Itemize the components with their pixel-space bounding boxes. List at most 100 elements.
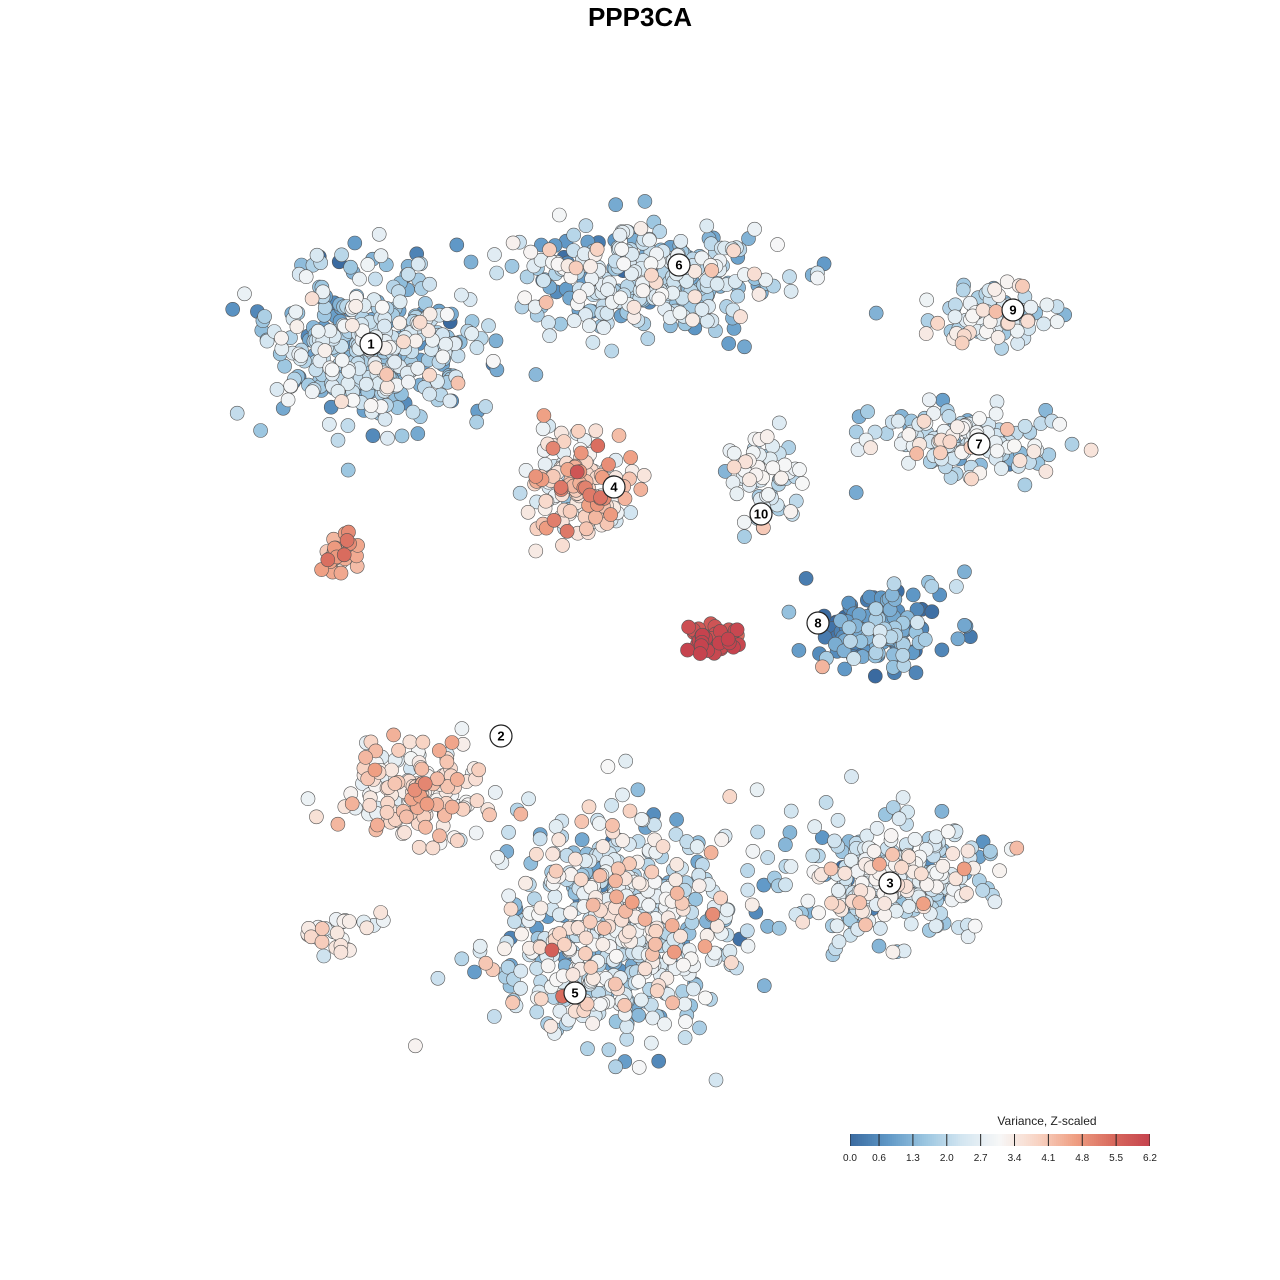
data-point (596, 320, 612, 335)
data-point (624, 894, 640, 910)
data-point (631, 1060, 647, 1075)
data-point (562, 503, 578, 519)
data-point (714, 832, 730, 847)
data-point (848, 485, 864, 500)
data-point (635, 283, 651, 299)
data-point (309, 809, 324, 825)
data-point (405, 404, 421, 420)
data-point (340, 418, 356, 433)
data-point (636, 468, 652, 483)
legend-color-segment (1086, 1134, 1089, 1146)
data-point (394, 428, 410, 444)
data-point (536, 273, 551, 288)
legend-color-segment (968, 1134, 971, 1146)
data-point (664, 918, 680, 933)
data-point (478, 955, 494, 971)
data-point (740, 882, 756, 898)
cluster-label-text: 10 (754, 507, 768, 522)
legend-color-segment (1000, 1134, 1003, 1146)
legend-tick-label: 2.0 (939, 1153, 954, 1164)
legend-color-segment (888, 1134, 891, 1146)
data-point (392, 315, 407, 331)
data-point (686, 981, 701, 997)
data-point (975, 302, 991, 318)
data-point (783, 283, 799, 299)
data-point (942, 434, 958, 450)
data-point (774, 470, 789, 486)
data-point (334, 247, 349, 263)
cluster-label-text: 9 (1009, 303, 1016, 318)
cluster-label-text: 1 (367, 337, 374, 352)
data-point (422, 306, 438, 322)
data-point (890, 413, 906, 429)
data-point (541, 315, 556, 330)
points-layer (225, 194, 1099, 1088)
cluster-labels-layer: 1 2 3 4 5 6 7 8 9 10 (359, 253, 1025, 1005)
legend-color-segment (1104, 1134, 1107, 1146)
data-point (317, 343, 333, 358)
legend-color-segment (960, 1134, 963, 1146)
data-point (371, 227, 387, 242)
data-point (557, 937, 572, 952)
data-point (358, 750, 373, 765)
legend-color-segment (934, 1134, 937, 1146)
legend-color-segment (1042, 1134, 1045, 1146)
data-point (542, 328, 557, 344)
data-point (926, 406, 942, 421)
legend-color-segment (1088, 1134, 1091, 1146)
data-point (783, 803, 799, 819)
data-point (571, 423, 586, 439)
data-point (698, 990, 713, 1006)
data-point (614, 242, 630, 257)
legend-color-segment (886, 1134, 889, 1146)
data-point (359, 920, 375, 936)
data-point (229, 405, 245, 421)
legend-color-segment (1136, 1134, 1139, 1146)
data-point (563, 905, 578, 921)
cluster-label-circle (878, 871, 902, 895)
data-point (595, 937, 611, 952)
legend-color-segment (1008, 1134, 1011, 1146)
data-point (918, 326, 934, 341)
data-point (482, 807, 497, 823)
data-point (916, 413, 932, 429)
data-point (320, 552, 336, 568)
data-point (324, 362, 340, 378)
data-point (905, 587, 921, 603)
data-point (783, 859, 799, 874)
data-point (781, 604, 797, 620)
legend-color-segment (920, 1134, 923, 1146)
data-point (537, 456, 553, 472)
data-point (334, 394, 349, 409)
data-point (439, 307, 455, 322)
data-point (379, 804, 395, 820)
chart-title: PPP3CA (587, 2, 693, 32)
data-point (610, 861, 626, 877)
cluster-label-6: 6 (667, 253, 691, 277)
data-point (895, 647, 911, 663)
data-point (688, 891, 703, 907)
data-point (573, 445, 589, 461)
data-point (1026, 444, 1042, 459)
data-point (488, 333, 504, 349)
data-point (860, 404, 875, 420)
data-point (669, 885, 685, 901)
data-point (934, 642, 950, 658)
data-point (863, 440, 878, 456)
data-point (400, 266, 416, 282)
legend-color-segment (850, 1134, 853, 1146)
legend-color-segment (902, 1134, 905, 1146)
data-point (309, 247, 325, 263)
legend-color-segment (1112, 1134, 1115, 1146)
data-point (528, 543, 544, 559)
data-point (955, 282, 971, 298)
data-point (1038, 464, 1054, 479)
data-point (583, 259, 598, 274)
cluster-label-text: 3 (886, 876, 893, 891)
data-point (740, 938, 756, 954)
data-point (520, 504, 536, 520)
data-point (815, 659, 830, 675)
data-point (341, 363, 356, 379)
data-point (921, 392, 937, 408)
data-point (846, 651, 862, 666)
